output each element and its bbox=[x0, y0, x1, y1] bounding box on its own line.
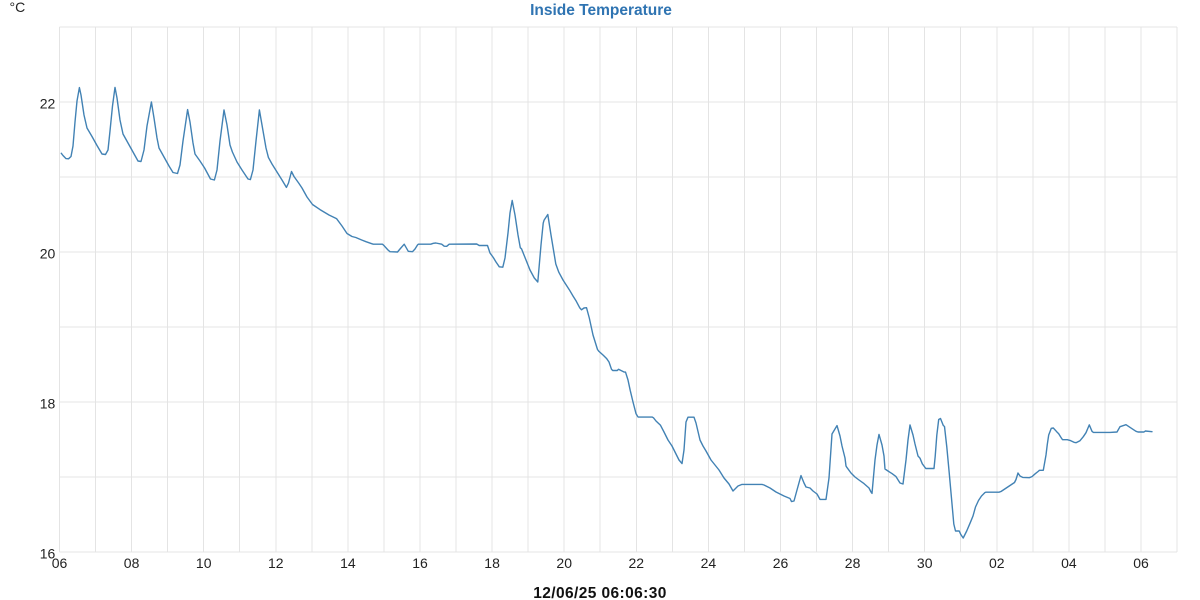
svg-text:08: 08 bbox=[124, 555, 140, 571]
svg-text:06: 06 bbox=[52, 555, 68, 571]
svg-text:18: 18 bbox=[40, 396, 56, 412]
svg-text:06: 06 bbox=[1133, 555, 1149, 571]
svg-text:24: 24 bbox=[701, 555, 717, 571]
svg-text:20: 20 bbox=[40, 246, 56, 262]
svg-text:30: 30 bbox=[917, 555, 933, 571]
svg-text:14: 14 bbox=[340, 555, 356, 571]
svg-text:20: 20 bbox=[556, 555, 572, 571]
svg-text:Inside Temperature: Inside Temperature bbox=[530, 2, 672, 19]
svg-text:28: 28 bbox=[845, 555, 861, 571]
svg-text:18: 18 bbox=[484, 555, 500, 571]
svg-text:26: 26 bbox=[773, 555, 789, 571]
svg-text:°C: °C bbox=[10, 0, 26, 15]
svg-text:16: 16 bbox=[40, 546, 56, 562]
svg-text:02: 02 bbox=[989, 555, 1005, 571]
svg-text:10: 10 bbox=[196, 555, 212, 571]
svg-text:16: 16 bbox=[412, 555, 428, 571]
svg-text:12: 12 bbox=[268, 555, 284, 571]
svg-text:22: 22 bbox=[40, 96, 56, 112]
svg-text:12/06/25 06:06:30: 12/06/25 06:06:30 bbox=[533, 585, 667, 600]
svg-text:22: 22 bbox=[629, 555, 645, 571]
svg-text:04: 04 bbox=[1061, 555, 1077, 571]
